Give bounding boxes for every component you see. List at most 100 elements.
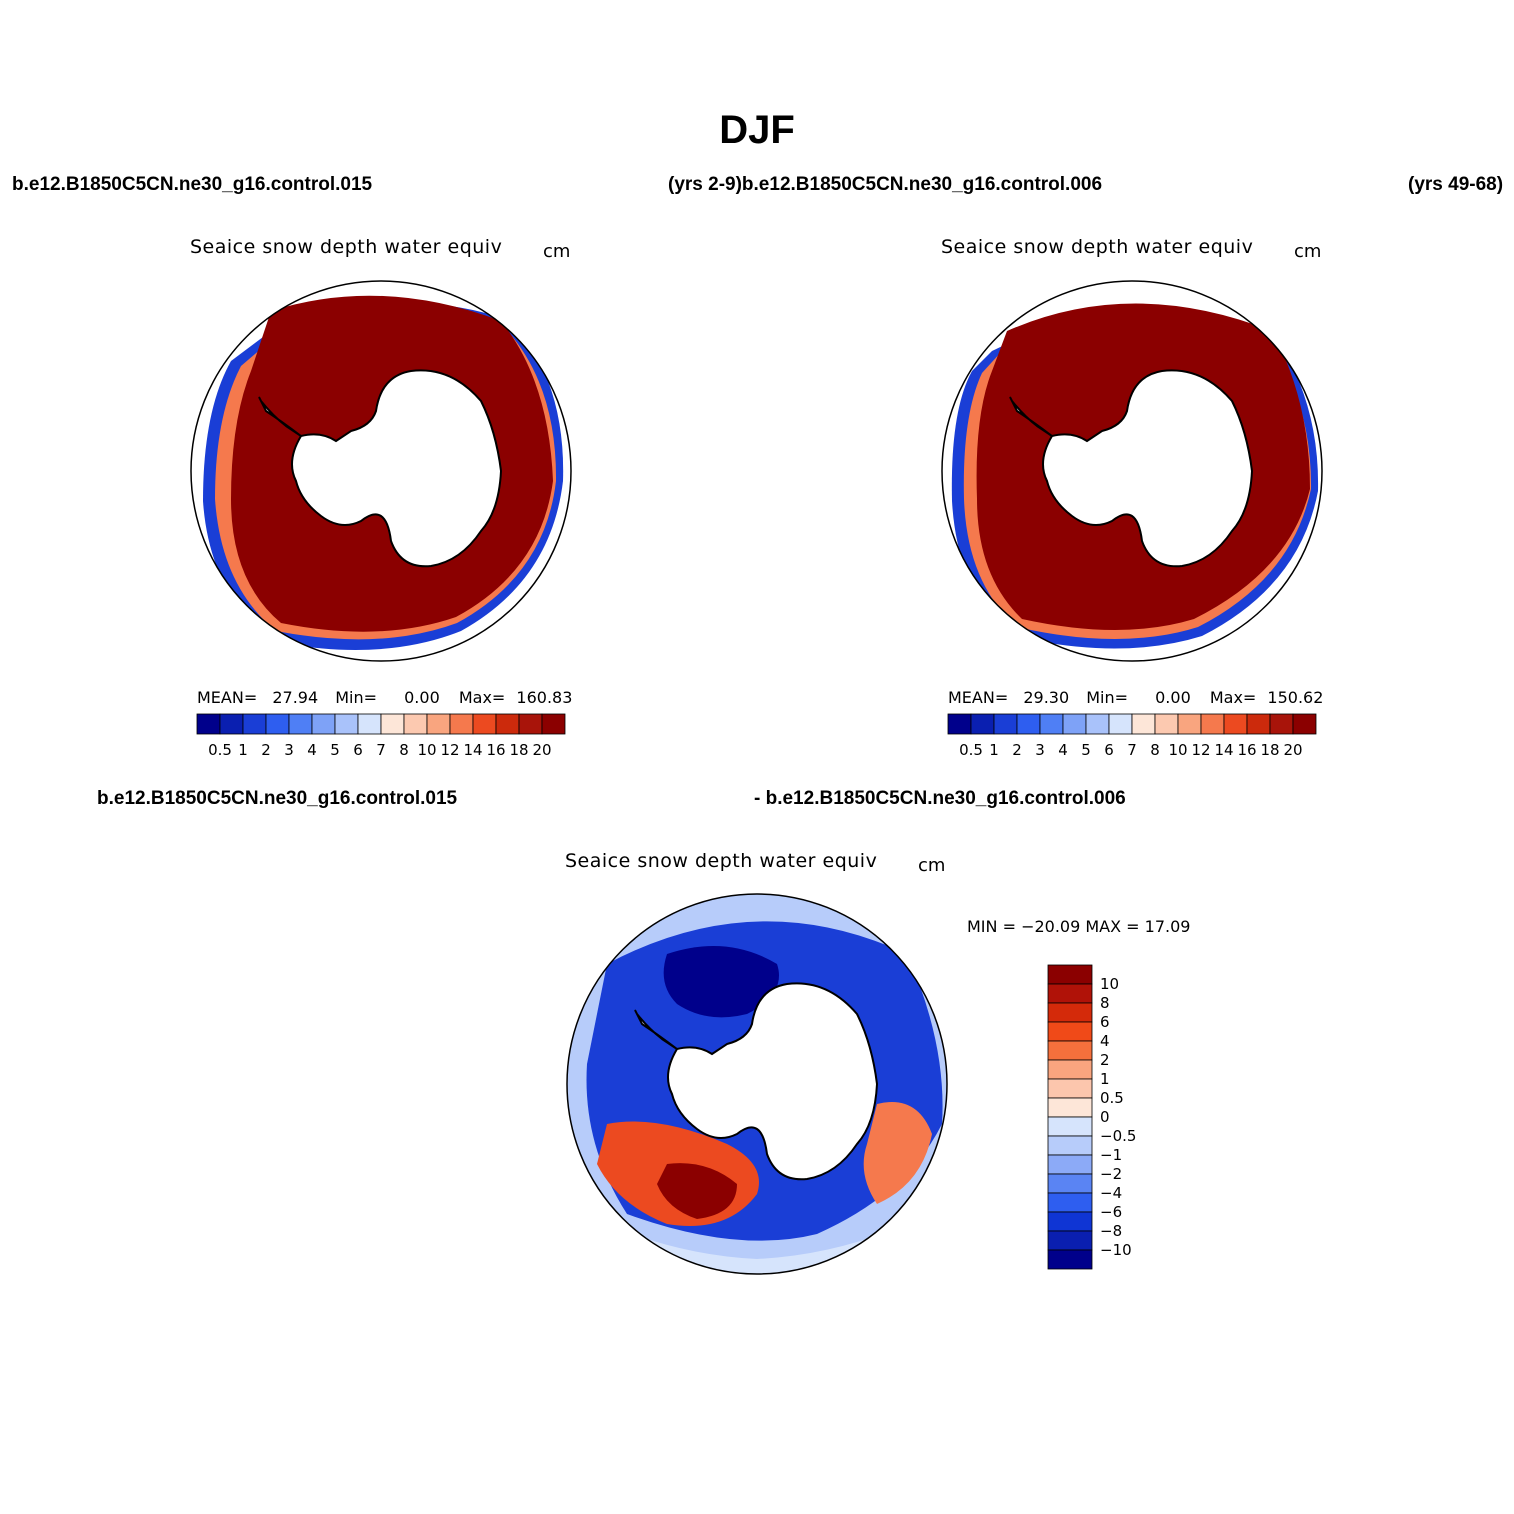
panel2-min-value: 0.00 <box>1155 688 1191 707</box>
panel1-mean-value: 27.94 <box>272 688 319 707</box>
colorbar-box <box>426 713 451 735</box>
colorbar-tick-label: 1 <box>1100 1070 1110 1088</box>
colorbar-box <box>947 713 972 735</box>
colorbar-tick-label: 8 <box>1150 741 1160 759</box>
diff-minmax: MIN = −20.09 MAX = 17.09 <box>967 917 1191 936</box>
panel1-min-label: Min= <box>335 688 378 707</box>
colorbar-tick-label: 0.5 <box>1100 1089 1124 1107</box>
colorbar-tick-label: 6 <box>1100 1013 1110 1031</box>
colorbar-box <box>1039 713 1064 735</box>
colorbar-tick-label: 18 <box>509 741 528 759</box>
colorbar-tick-label: 4 <box>1058 741 1068 759</box>
panel2-map <box>941 280 1323 662</box>
colorbar-tick-label: 5 <box>330 741 340 759</box>
diff-darkred-core <box>657 1163 737 1219</box>
colorbar-tick-label: 12 <box>1191 741 1210 759</box>
colorbar-tick-label: 20 <box>1283 741 1302 759</box>
panel2-min-label: Min= <box>1086 688 1129 707</box>
panel1-units: cm <box>543 241 571 262</box>
colorbar-box <box>1062 713 1087 735</box>
colorbar-tick-label: 10 <box>1100 975 1119 993</box>
colorbar-box <box>1047 1249 1093 1270</box>
colorbar-box <box>1085 713 1110 735</box>
colorbar-tick-label: 16 <box>1237 741 1256 759</box>
colorbar-tick-label: −10 <box>1100 1241 1132 1259</box>
colorbar-box <box>380 713 405 735</box>
colorbar-box <box>1047 1173 1093 1194</box>
colorbar-box <box>1047 1211 1093 1232</box>
colorbar-tick-label: 8 <box>399 741 409 759</box>
diff-map <box>566 893 948 1275</box>
colorbar-box <box>1047 1078 1093 1099</box>
colorbar-box <box>1016 713 1041 735</box>
diff-units: cm <box>918 855 946 876</box>
colorbar-box <box>1047 964 1093 985</box>
panel1-max-label: Max= <box>458 688 506 707</box>
case-left-label: b.e12.B1850C5CN.ne30_g16.control.015 <box>12 174 373 195</box>
colorbar-tick-label: −1 <box>1100 1146 1122 1164</box>
colorbar-box <box>265 713 290 735</box>
colorbar-tick-label: 2 <box>1100 1051 1110 1069</box>
years-b-label: (yrs 49-68) <box>1408 174 1504 195</box>
panel1-mean-label: MEAN= <box>197 688 258 707</box>
colorbar-box <box>1200 713 1225 735</box>
colorbar-tick-label: 4 <box>1100 1032 1110 1050</box>
panel2-mean-value: 29.30 <box>1023 688 1070 707</box>
panel2-units: cm <box>1294 241 1322 262</box>
colorbar-tick-label: 1 <box>989 741 999 759</box>
colorbar-box <box>472 713 497 735</box>
colorbar-box <box>1047 1002 1093 1023</box>
colorbar-box <box>1047 1230 1093 1251</box>
colorbar-tick-label: 20 <box>532 741 551 759</box>
colorbar-tick-label: 6 <box>353 741 363 759</box>
colorbar-tick-label: 7 <box>376 741 386 759</box>
colorbar-tick-label: 16 <box>486 741 505 759</box>
colorbar-box <box>219 713 244 735</box>
colorbar-box <box>311 713 336 735</box>
colorbar-box <box>357 713 382 735</box>
colorbar-box <box>1047 983 1093 1004</box>
colorbar-box <box>1292 713 1317 735</box>
colorbar-box <box>1177 713 1202 735</box>
colorbar-tick-label: 1 <box>238 741 248 759</box>
diff-dark-blue-ross <box>663 946 779 1018</box>
panel1-colorbar: 0.5 1 2 3 4 5 6 7 8 10 12 14 16 18 20 <box>196 713 566 759</box>
colorbar-box <box>1246 713 1271 735</box>
colorbar-tick-label: 0.5 <box>959 741 983 759</box>
panel1-map <box>190 280 572 662</box>
colorbar-box <box>1047 1192 1093 1213</box>
colorbar-box <box>196 713 221 735</box>
panel1-peninsula <box>258 396 302 437</box>
panel2-colorbar: 0.5 1 2 3 4 5 6 7 8 10 12 14 16 18 20 <box>947 713 1317 759</box>
panel1-min-value: 0.00 <box>404 688 440 707</box>
colorbar-box <box>1154 713 1179 735</box>
diff-variable-title: Seaice snow depth water equiv <box>565 850 878 872</box>
colorbar-box <box>1047 1021 1093 1042</box>
colorbar-tick-label: 4 <box>307 741 317 759</box>
colorbar-tick-label: 14 <box>463 741 482 759</box>
colorbar-box <box>403 713 428 735</box>
colorbar-box <box>242 713 267 735</box>
colorbar-box <box>1047 1154 1093 1175</box>
years-a-label: (yrs 2-9) <box>668 174 742 195</box>
colorbar-tick-label: 3 <box>284 741 294 759</box>
diff-right-label: - b.e12.B1850C5CN.ne30_g16.control.006 <box>754 788 1126 809</box>
colorbar-tick-label: 6 <box>1104 741 1114 759</box>
colorbar-box <box>1047 1135 1093 1156</box>
panel1-variable-title: Seaice snow depth water equiv <box>190 236 503 258</box>
colorbar-box <box>1269 713 1294 735</box>
panel2-mean-label: MEAN= <box>948 688 1009 707</box>
colorbar-tick-label: 10 <box>1168 741 1187 759</box>
colorbar-box <box>334 713 359 735</box>
colorbar-box <box>1047 1040 1093 1061</box>
colorbar-tick-label: 8 <box>1100 994 1110 1012</box>
colorbar-box <box>288 713 313 735</box>
colorbar-tick-label: −0.5 <box>1100 1127 1136 1145</box>
diff-peninsula <box>634 1009 678 1050</box>
colorbar-box <box>1108 713 1133 735</box>
colorbar-tick-label: 12 <box>440 741 459 759</box>
colorbar-box <box>541 713 566 735</box>
colorbar-box <box>518 713 543 735</box>
colorbar-box <box>495 713 520 735</box>
